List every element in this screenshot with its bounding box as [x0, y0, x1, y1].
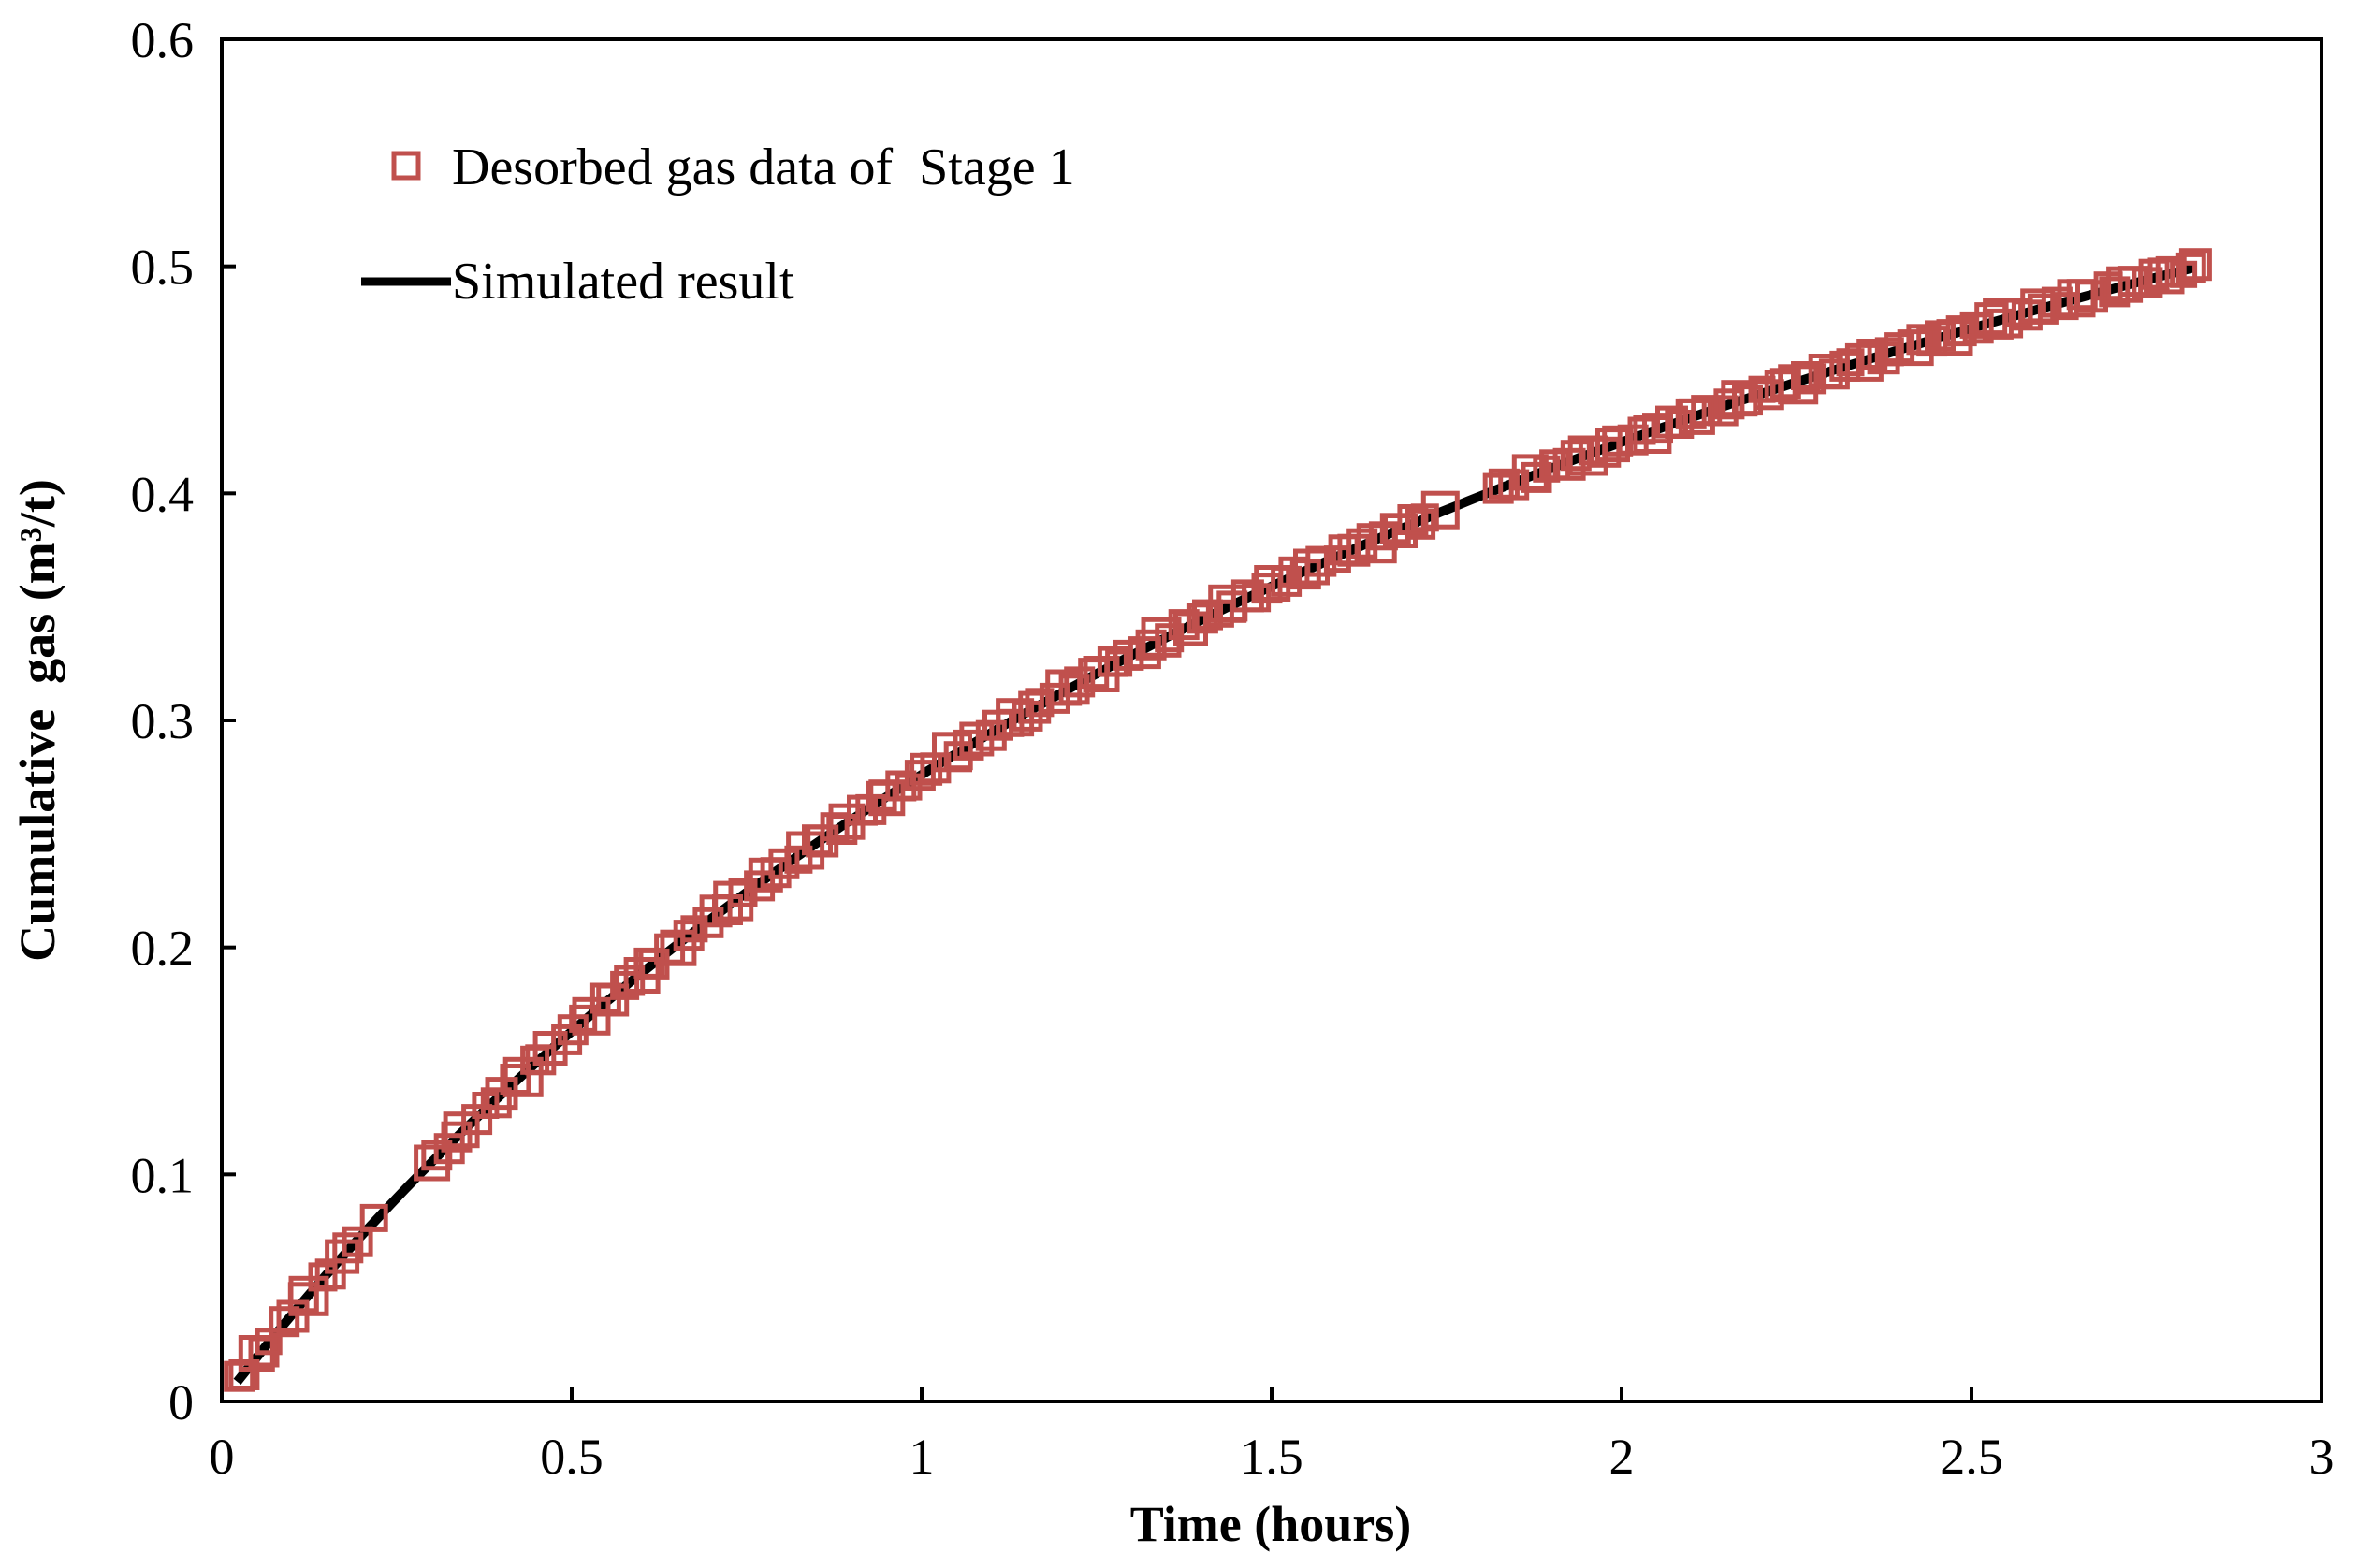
y-tick-label: 0.5 [131, 240, 195, 296]
legend-label-simulated-result: Simulated result [452, 253, 794, 311]
data-marker-open-square [314, 1258, 346, 1290]
x-axis-title: Time (hours) [1130, 1496, 1412, 1552]
simulated-result-line [233, 262, 2197, 1386]
simulated-line-series [233, 262, 2197, 1386]
data-marker-open-square [569, 1004, 598, 1033]
data-marker-open-square [525, 1044, 557, 1076]
data-marker-open-square [269, 1306, 300, 1338]
x-tick-label: 2 [1609, 1429, 1635, 1485]
legend-label-desorbed-gas-data: Desorbed gas data of Stage 1 [452, 138, 1075, 196]
data-marker-open-square [342, 1226, 373, 1257]
data-marker-open-square [1135, 629, 1167, 661]
y-tick-label: 0.6 [131, 12, 195, 68]
data-marker-open-square [1691, 395, 1723, 427]
data-marker-open-square [532, 1031, 568, 1066]
data-marker-open-square [1405, 508, 1436, 540]
data-marker-open-square [2175, 252, 2206, 283]
data-marker-open-square [359, 1203, 388, 1232]
data-marker-open-square [1039, 682, 1070, 714]
desorbed-data-series [224, 248, 2212, 1392]
legend-open-square-swatch [391, 151, 421, 181]
y-tick-label: 0.2 [131, 921, 195, 977]
data-marker-open-square [228, 1359, 260, 1390]
x-tick-label: 3 [2309, 1429, 2335, 1485]
data-marker-open-square [1713, 388, 1745, 420]
data-marker-open-square [953, 729, 984, 761]
data-marker-open-square [1678, 398, 1715, 435]
x-tick-label: 1.5 [1240, 1429, 1303, 1485]
data-marker-open-square [1346, 528, 1378, 559]
data-marker-open-square [1337, 533, 1371, 567]
y-tick-label: 0.4 [131, 466, 195, 522]
data-marker-open-square [768, 848, 800, 879]
data-marker-open-square [332, 1232, 364, 1264]
data-marker-open-square [500, 1064, 531, 1095]
data-marker-open-square [2099, 276, 2131, 308]
data-marker-open-square [480, 1087, 512, 1119]
plot-area-border [220, 37, 2323, 1403]
x-tick-label: 0 [210, 1429, 235, 1485]
y-tick-label: 0 [168, 1374, 194, 1430]
x-tick-label: 0.5 [540, 1429, 604, 1485]
data-marker-open-square [2011, 299, 2043, 331]
data-marker-open-square [1420, 490, 1460, 530]
data-marker-open-square [728, 878, 758, 907]
y-axis-title: Cumulative gas (m³/t) [9, 479, 66, 962]
data-marker-open-square [1018, 690, 1052, 724]
data-marker-open-square [461, 1104, 493, 1136]
data-marker-open-square [1836, 348, 1865, 377]
x-tick-label: 1 [910, 1429, 935, 1485]
legend: Desorbed gas data of Stage 1 Simulated r… [361, 138, 1075, 311]
y-tick-label: 0.3 [131, 693, 195, 749]
x-tick-label: 2.5 [1940, 1429, 2003, 1485]
data-marker-open-square [1560, 440, 1592, 472]
data-marker-open-square [2178, 248, 2212, 282]
data-marker-open-square [551, 1024, 583, 1055]
data-marker-open-square [1916, 326, 1948, 357]
y-tick-label: 0.1 [131, 1147, 195, 1203]
data-marker-open-square [996, 698, 1035, 737]
axis-ticks: 0 0.5 1 1.5 2 2.5 3 0 0.1 0.2 0.3 0.4 0.5 0.6 [131, 12, 2335, 1485]
